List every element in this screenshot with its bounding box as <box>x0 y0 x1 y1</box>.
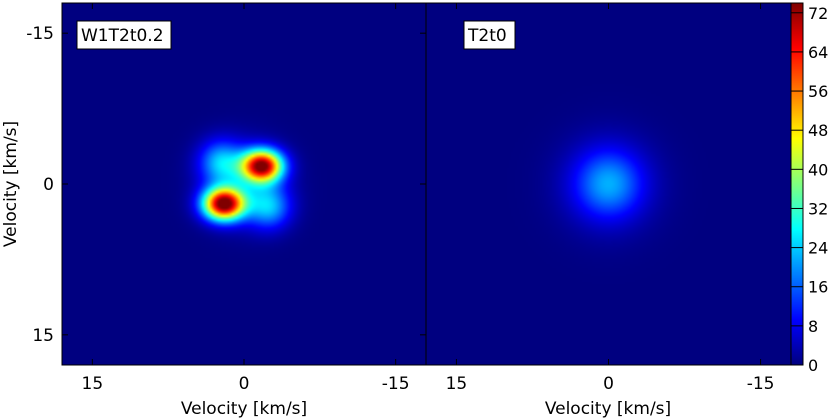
colorbar-tick-label: 24 <box>808 239 828 258</box>
colorbar-tick-label: 72 <box>808 4 828 23</box>
panel-left: W1T2t0.2 15 0 -15 -15 0 15 Velocity [km/s] V… <box>1 2 427 419</box>
panel-left-x-ticks: 15 0 -15 <box>82 3 410 394</box>
panel-left-ylabel: Velocity [km/s] <box>1 121 21 247</box>
colorbar-ticks: 0 8 16 24 32 40 48 56 64 72 <box>791 4 828 375</box>
panel-left-y-tick-label: -15 <box>26 24 54 44</box>
panel-left-tag-box <box>76 20 172 50</box>
colorbar: 0 8 16 24 32 40 48 56 64 72 <box>790 2 828 375</box>
colorbar-tick-label: 56 <box>808 82 828 101</box>
panel-right-x-ticks: 15 0 -15 <box>446 3 775 394</box>
panel-right-xlabel: Velocity [km/s] <box>545 399 671 419</box>
colorbar-tick-label: 64 <box>808 43 828 62</box>
colorbar-tick-label: 0 <box>808 356 818 375</box>
panel-right-tag: T2t0 <box>463 20 516 50</box>
panel-left-x-tick-label: 0 <box>239 374 250 394</box>
heatmap-left <box>62 3 426 365</box>
panel-left-xlabel: Velocity [km/s] <box>181 399 307 419</box>
panel-right: T2t0 15 0 -15 Velocity [km/s] <box>425 2 792 419</box>
colorbar-tick-label: 40 <box>808 160 828 179</box>
panel-left-y-tick-label: 0 <box>43 175 54 195</box>
colorbar-tick-label: 32 <box>808 199 828 218</box>
panel-left-x-tick-label: -15 <box>382 374 410 394</box>
panel-right-tag-box <box>463 20 516 50</box>
colorbar-tick-label: 8 <box>808 317 818 336</box>
panel-right-x-tick-label: 15 <box>446 374 468 394</box>
colorbar-tick-label: 48 <box>808 121 828 140</box>
panel-left-tag-text: W1T2t0.2 <box>81 26 164 46</box>
heatmap-right <box>426 3 791 365</box>
panel-right-x-tick-label: -15 <box>747 374 775 394</box>
colorbar-tick-label: 16 <box>808 278 828 297</box>
panel-left-y-tick-label: 15 <box>32 326 54 346</box>
panel-right-x-tick-label: 0 <box>603 374 614 394</box>
panel-left-y-ticks: -15 0 15 <box>26 24 426 346</box>
colorbar-gradient <box>791 3 803 365</box>
panel-left-x-tick-label: 15 <box>82 374 104 394</box>
panel-left-tag: W1T2t0.2 <box>76 20 172 50</box>
panel-right-tag-text: T2t0 <box>467 26 507 46</box>
